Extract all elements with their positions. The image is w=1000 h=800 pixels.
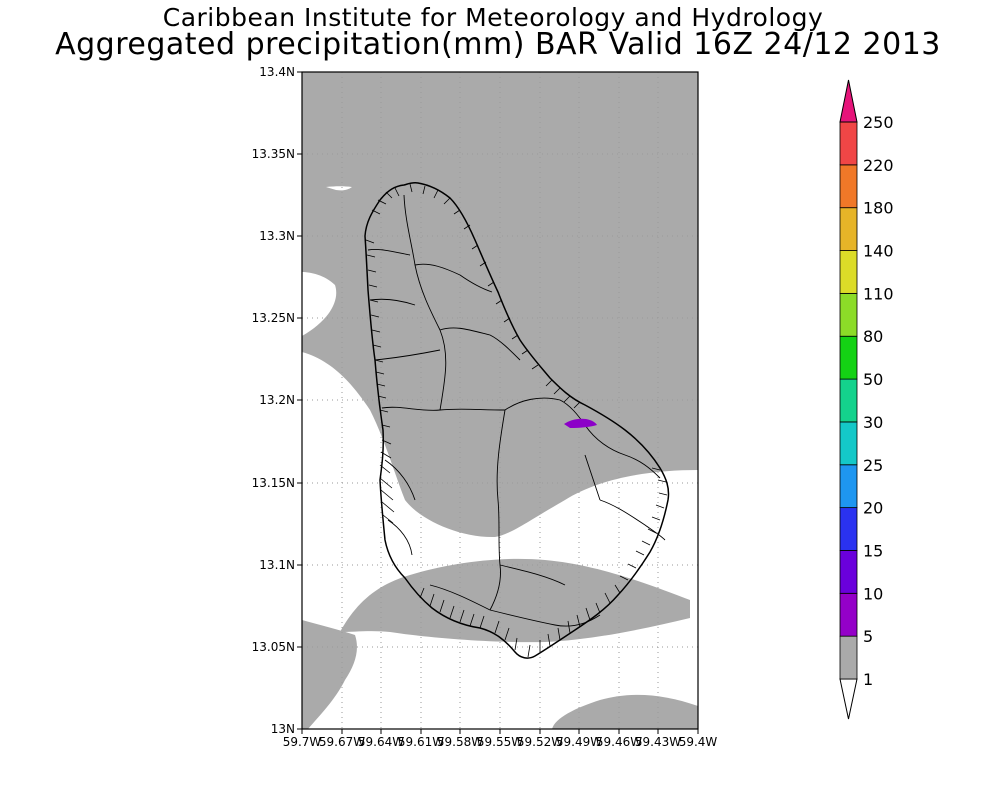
precip-region-notch <box>326 186 352 191</box>
lat-label: 13.05N <box>252 640 295 654</box>
lon-label: 59.46W <box>596 735 642 749</box>
coastal-hatching <box>365 183 668 658</box>
colorbar-segment <box>839 207 858 251</box>
coast-hatch-east <box>545 379 668 581</box>
colorbar-label: 5 <box>863 627 873 646</box>
watershed-east-4 <box>584 454 601 501</box>
colorbar-label: 250 <box>863 113 894 132</box>
colorbar-label: 1 <box>863 670 873 689</box>
lon-label: 59.64W <box>358 735 404 749</box>
watershed-south-2 <box>489 609 601 627</box>
watershed-north-5 <box>367 249 411 256</box>
coast-hatch-south <box>419 584 621 658</box>
coast-hatch-west <box>365 239 395 524</box>
colorbar-lower-triangle <box>839 678 858 720</box>
colorbar-segment <box>839 464 858 509</box>
lon-tick-marks <box>301 729 699 734</box>
watershed-lines <box>367 194 666 627</box>
colorbar-segment <box>839 507 858 551</box>
watershed-north-2 <box>439 327 521 361</box>
watershed-north-3 <box>414 263 493 293</box>
lon-label: 59.43W <box>635 735 681 749</box>
colorbar-segment <box>839 250 858 294</box>
colorbar-label: 50 <box>863 370 883 389</box>
lon-label: 59.61W <box>398 735 444 749</box>
watershed-east-3 <box>599 499 666 541</box>
colorbar-segment <box>839 335 858 380</box>
colorbar-label: 25 <box>863 456 883 475</box>
lon-label: 59.55W <box>477 735 523 749</box>
colorbar-segment <box>839 121 858 166</box>
colorbar-label: 140 <box>863 242 894 261</box>
watershed-south-1 <box>429 584 491 611</box>
lat-label: 13N <box>271 722 295 736</box>
watershed-north-6 <box>374 349 441 361</box>
watershed-north-4 <box>369 298 416 306</box>
institute-title: Caribbean Institute for Meteorology and … <box>162 3 824 32</box>
colorbar-label: 220 <box>863 156 894 175</box>
watershed-west-3 <box>387 519 413 556</box>
watershed-east-1 <box>504 397 586 426</box>
colorbar-label: 10 <box>863 584 883 603</box>
colorbar-label: 15 <box>863 541 883 560</box>
colorbar-label: 80 <box>863 327 883 346</box>
precip-region-southwest <box>302 620 357 729</box>
colorbar-label: 20 <box>863 499 883 518</box>
lat-label: 13.1N <box>259 558 295 572</box>
colorbar-segment <box>839 164 858 209</box>
precip-region-central-band <box>340 558 690 643</box>
watershed-south-3 <box>499 564 566 586</box>
colorbar-segment <box>839 421 858 466</box>
grid-lines <box>302 72 698 729</box>
lon-label: 59.67W <box>319 735 365 749</box>
precip-regions <box>302 72 698 729</box>
colorbar-segment <box>839 635 858 680</box>
precip-patch-5-10 <box>564 418 597 428</box>
colorbar-label: 30 <box>863 413 883 432</box>
watershed-west-2 <box>384 459 416 501</box>
coast-hatch-north <box>371 183 539 370</box>
colorbar-label: 110 <box>863 284 894 303</box>
lon-label: 59.4W <box>679 735 718 749</box>
colorbar-segment <box>839 292 858 337</box>
lat-label: 13.4N <box>259 65 295 79</box>
island-outline <box>364 182 670 659</box>
colorbar-upper-triangle <box>839 79 858 123</box>
lat-label: 13.3N <box>259 229 295 243</box>
watershed-north-1 <box>403 194 447 411</box>
colorbar-segment <box>839 378 858 423</box>
lat-label: 13.2N <box>259 393 295 407</box>
lat-label: 13.35N <box>252 147 295 161</box>
lat-label: 13.15N <box>252 476 295 490</box>
colorbar-segment <box>839 592 858 637</box>
colorbar-label: 180 <box>863 199 894 218</box>
precip-region-north <box>302 72 698 538</box>
lon-label: 59.49W <box>556 735 602 749</box>
lon-label: 59.58W <box>437 735 483 749</box>
lat-label: 13.25N <box>252 311 295 325</box>
colorbar-segment <box>839 550 858 594</box>
precip-region-southeast <box>552 694 698 729</box>
lat-tick-marks <box>297 71 302 730</box>
watershed-central <box>489 409 506 611</box>
lon-labels: 59.7W 59.67W 59.64W 59.61W 59.58W 59.55W… <box>283 735 718 749</box>
product-title: Aggregated precipitation(mm) BAR Valid 1… <box>55 27 941 62</box>
watershed-east-2 <box>584 424 661 479</box>
lat-labels: 13.4N 13.35N 13.3N 13.25N 13.2N 13.15N 1… <box>252 65 295 736</box>
lon-label: 59.7W <box>283 735 322 749</box>
lon-label: 59.52W <box>517 735 563 749</box>
